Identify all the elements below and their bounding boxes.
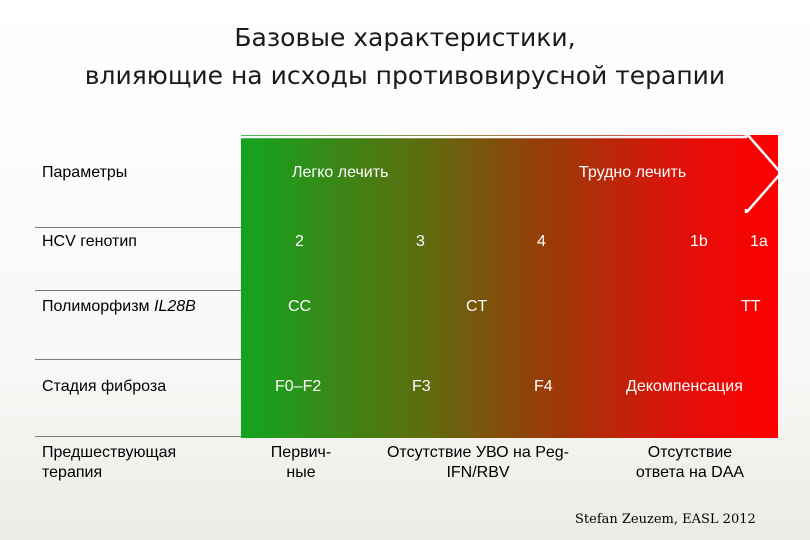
il28b-label-prefix: Полиморфизм	[42, 298, 154, 315]
prior-therapy-label: Предшествующая терапия	[42, 443, 176, 483]
row-divider	[35, 227, 241, 228]
genotype-value: 4	[537, 233, 546, 250]
il28b-value: TT	[741, 298, 761, 315]
il28b-label-gene: IL28B	[154, 298, 196, 315]
parameters-header: Параметры	[42, 164, 128, 181]
source-citation: Stefan Zeuzem, EASL 2012	[575, 512, 756, 527]
prior-therapy-label-line1: Предшествующая	[42, 444, 177, 461]
prior-therapy-value-line1: Отсутствие	[647, 444, 733, 461]
easy-to-treat-label: Легко лечить	[292, 164, 389, 181]
genotype-value: 1a	[750, 233, 768, 250]
prior-therapy-value-line2: IFN/RBV	[446, 464, 510, 481]
difficulty-gradient-panel	[241, 135, 778, 438]
prior-therapy-value: Отсутствие УВО на Peg- IFN/RBV	[368, 443, 588, 483]
genotype-value: 3	[416, 233, 425, 250]
slide-title-line1: Базовые характеристики,	[234, 23, 576, 52]
prior-therapy-value: Отсутствие ответа на DAA	[612, 443, 768, 483]
fibrosis-value: F3	[412, 378, 431, 395]
prior-therapy-value-line1: Отсутствие УВО на Peg-	[386, 444, 570, 461]
il28b-label: Полиморфизм IL28B	[42, 297, 196, 317]
fibrosis-label: Стадия фиброза	[42, 378, 167, 395]
hard-to-treat-label: Трудно лечить	[579, 164, 687, 181]
row-divider	[35, 436, 241, 437]
row-divider	[35, 359, 241, 360]
difficulty-arrow-icon	[241, 133, 781, 213]
fibrosis-value: F0–F2	[275, 378, 322, 395]
fibrosis-value: Декомпенсация	[626, 378, 743, 395]
slide-title-line2: влияющие на исходы противовирусной терап…	[84, 61, 726, 90]
fibrosis-value: F4	[534, 378, 553, 395]
prior-therapy-value: Первич- ные	[240, 443, 362, 483]
prior-therapy-label-line2: терапия	[42, 464, 103, 481]
genotype-value: 1b	[690, 233, 708, 250]
prior-therapy-value-line1: Первич-	[270, 444, 332, 461]
prior-therapy-value-line2: ные	[286, 464, 316, 481]
genotype-label: HCV генотип	[42, 233, 137, 250]
il28b-value: CC	[288, 298, 312, 315]
genotype-value: 2	[295, 233, 304, 250]
row-divider	[35, 290, 241, 291]
il28b-value: CT	[466, 298, 488, 315]
prior-therapy-value-line2: ответа на DAA	[635, 464, 745, 481]
